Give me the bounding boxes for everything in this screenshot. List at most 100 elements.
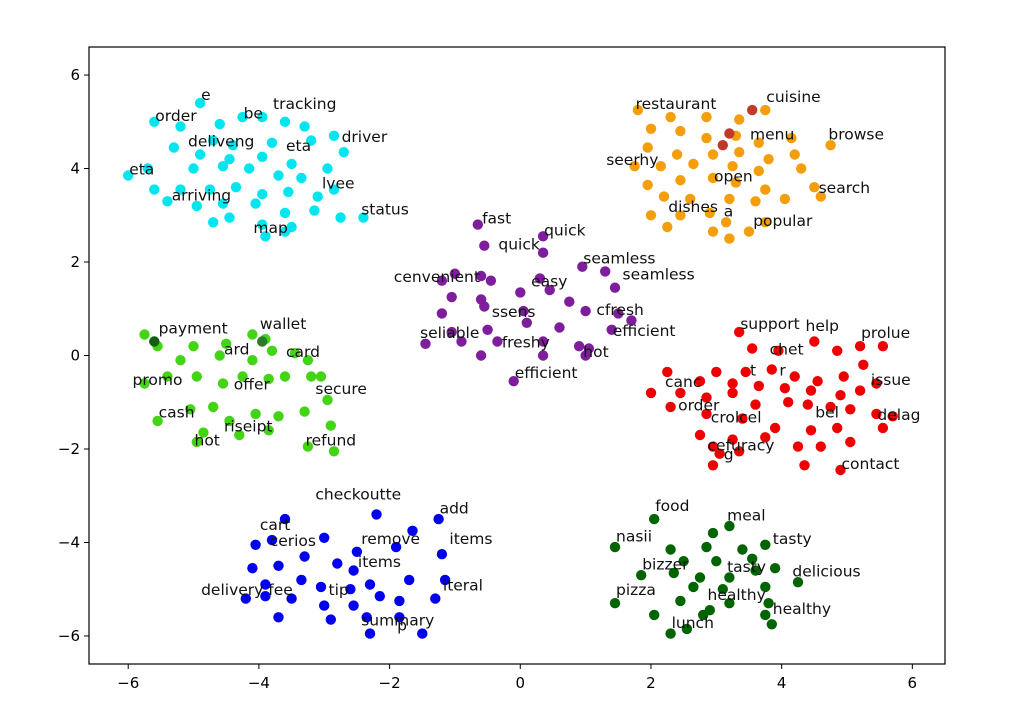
word-label: seamless — [623, 266, 695, 284]
cluster-1-point — [796, 163, 807, 174]
cluster-0-point — [194, 97, 206, 109]
cluster-1-point — [707, 172, 719, 184]
cluster-0-point — [175, 121, 186, 132]
cluster-0-point — [257, 219, 268, 230]
cluster-3-point — [234, 429, 245, 441]
cluster-0-point — [296, 172, 307, 184]
word-label: delivery fee — [201, 581, 293, 599]
y-tick-label: −6 — [58, 627, 80, 645]
cluster-4-point — [871, 378, 882, 389]
cluster-1-point — [763, 154, 774, 165]
cluster-3-point — [175, 355, 186, 366]
word-label: eta — [286, 137, 311, 155]
cluster-6-point — [609, 541, 621, 553]
cluster-4-point — [662, 366, 673, 378]
cluster-6-point — [769, 563, 781, 574]
cluster-1-point — [629, 161, 640, 172]
word-label: seamless — [583, 249, 655, 267]
cluster-5-point — [332, 558, 343, 569]
cluster-0-point — [123, 170, 134, 181]
cluster-1-point — [685, 193, 696, 205]
cluster-0-point — [279, 226, 291, 237]
cluster-5-point — [250, 539, 261, 550]
cluster-4-point — [871, 408, 882, 420]
cluster-3-point — [302, 355, 314, 366]
cluster-1-point — [675, 175, 686, 186]
word-label: dishes — [668, 198, 718, 216]
cluster-2-point — [485, 275, 497, 286]
cluster-6-point — [763, 598, 774, 609]
cluster-1-accent-point — [747, 104, 758, 116]
x-tick-label: 2 — [646, 674, 656, 692]
cluster-1-point — [789, 149, 800, 160]
cluster-3-point — [198, 427, 209, 438]
cluster-6-point — [760, 539, 771, 550]
cluster-3-point — [328, 446, 340, 457]
cluster-2-point — [577, 261, 588, 272]
cluster-2-point — [600, 266, 611, 277]
cluster-0-point — [188, 163, 199, 174]
cluster-4-point — [747, 343, 758, 354]
cluster-4-point — [825, 401, 836, 413]
cluster-0-point — [227, 140, 238, 151]
cluster-0-point — [191, 200, 202, 212]
cluster-2-point — [446, 291, 457, 303]
cluster-5-point — [436, 549, 448, 560]
cluster-6-point — [724, 572, 735, 583]
cluster-1-point — [707, 226, 719, 237]
cluster-5-point — [279, 513, 291, 525]
cluster-4-point — [675, 387, 686, 399]
word-label: ssens — [492, 303, 536, 321]
cluster-1-point — [760, 184, 771, 195]
cluster-4-point — [701, 408, 712, 420]
word-label: freshy — [502, 334, 550, 352]
cluster-5-point — [417, 628, 428, 639]
cluster-3-point — [208, 401, 219, 413]
cluster-2-point — [564, 296, 575, 307]
cluster-4-point — [779, 383, 791, 394]
cluster-3-point — [322, 394, 333, 406]
word-label: issue — [871, 371, 911, 389]
cluster-4-point — [694, 429, 706, 441]
cluster-5-point — [394, 612, 405, 623]
cluster-5-point — [374, 591, 385, 602]
cluster-4-point — [707, 441, 719, 452]
cluster-0-point — [149, 184, 160, 195]
cluster-4-point — [783, 397, 794, 408]
cluster-0-point — [224, 212, 235, 223]
cluster-1-point — [642, 179, 653, 191]
cluster-1-point — [658, 191, 670, 202]
cluster-3-point — [273, 411, 284, 422]
word-label: g — [724, 446, 734, 464]
cluster-6-point — [711, 556, 722, 567]
cluster-2-point — [479, 240, 490, 251]
cluster-3-point — [237, 371, 248, 382]
cluster-1-point — [724, 233, 735, 244]
cluster-3-point — [266, 345, 278, 356]
cluster-2-point — [436, 275, 448, 286]
cluster-4-point — [854, 385, 866, 396]
word-label: search — [819, 179, 871, 197]
cluster-1-point — [815, 191, 826, 202]
cluster-5-point — [319, 532, 330, 543]
cluster-0-point — [175, 184, 186, 195]
cluster-4-point — [707, 460, 719, 471]
cluster-6-point — [681, 623, 693, 635]
cluster-4-point — [760, 432, 771, 443]
word-label: bizzer — [642, 556, 689, 574]
cluster-4-point — [773, 345, 784, 356]
word-label: eta — [129, 161, 154, 179]
y-tick-label: −4 — [58, 533, 80, 551]
x-tick-label: −4 — [248, 674, 270, 692]
cluster-4-point — [802, 399, 813, 410]
cluster-6-point — [717, 584, 728, 595]
cluster-0-point — [279, 116, 291, 128]
cluster-1-point — [734, 147, 745, 158]
cluster-4-point — [854, 341, 866, 352]
word-label: menu — [750, 126, 794, 144]
cluster-2-point — [613, 308, 624, 319]
cluster-1-point — [760, 217, 771, 228]
cluster-4-point — [877, 422, 889, 434]
cluster-3-point — [188, 341, 199, 352]
